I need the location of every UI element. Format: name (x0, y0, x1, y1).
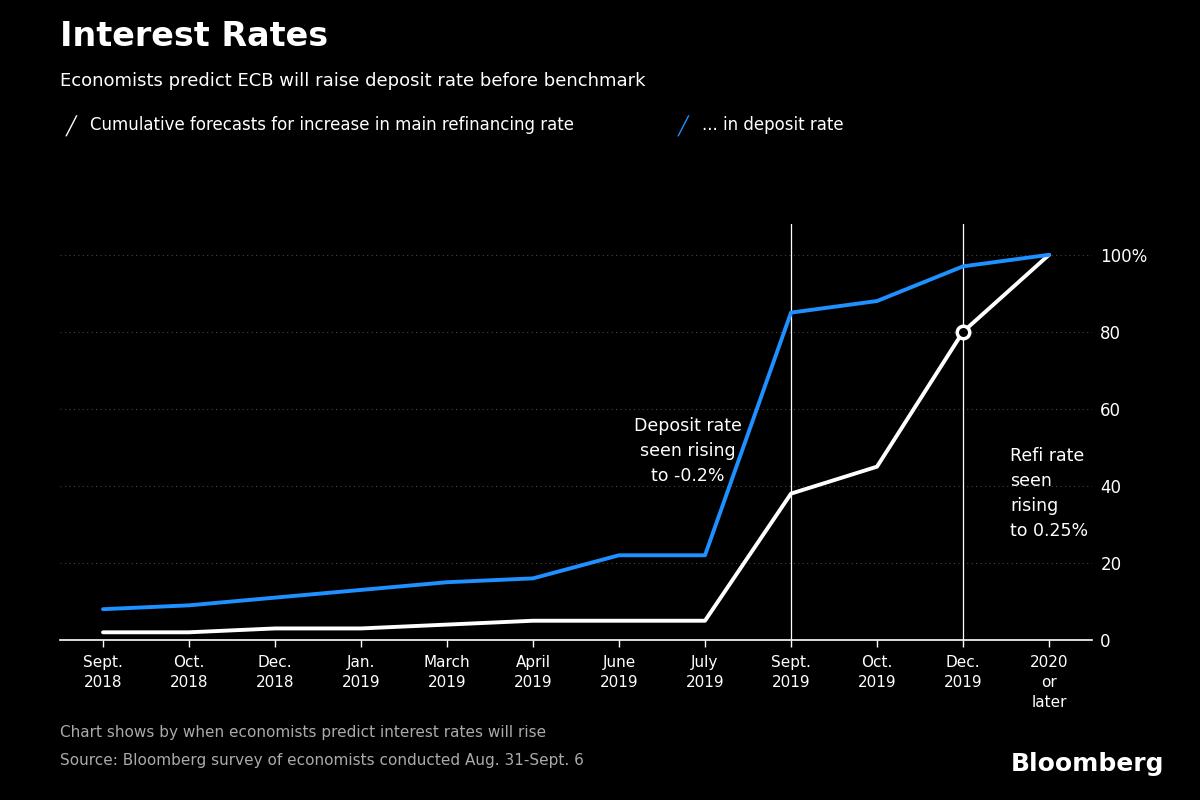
Text: ╱: ╱ (678, 116, 689, 137)
Text: Deposit rate
seen rising
to -0.2%: Deposit rate seen rising to -0.2% (634, 417, 742, 485)
Text: Source: Bloomberg survey of economists conducted Aug. 31-Sept. 6: Source: Bloomberg survey of economists c… (60, 753, 584, 768)
Text: Chart shows by when economists predict interest rates will rise: Chart shows by when economists predict i… (60, 725, 546, 740)
Text: ... in deposit rate: ... in deposit rate (702, 116, 844, 134)
Text: Refi rate
seen
rising
to 0.25%: Refi rate seen rising to 0.25% (1010, 447, 1088, 541)
Text: Interest Rates: Interest Rates (60, 20, 328, 53)
Text: Economists predict ECB will raise deposit rate before benchmark: Economists predict ECB will raise deposi… (60, 72, 646, 90)
Text: Bloomberg: Bloomberg (1010, 752, 1164, 776)
Text: ╱: ╱ (66, 116, 77, 137)
Text: Cumulative forecasts for increase in main refinancing rate: Cumulative forecasts for increase in mai… (90, 116, 574, 134)
